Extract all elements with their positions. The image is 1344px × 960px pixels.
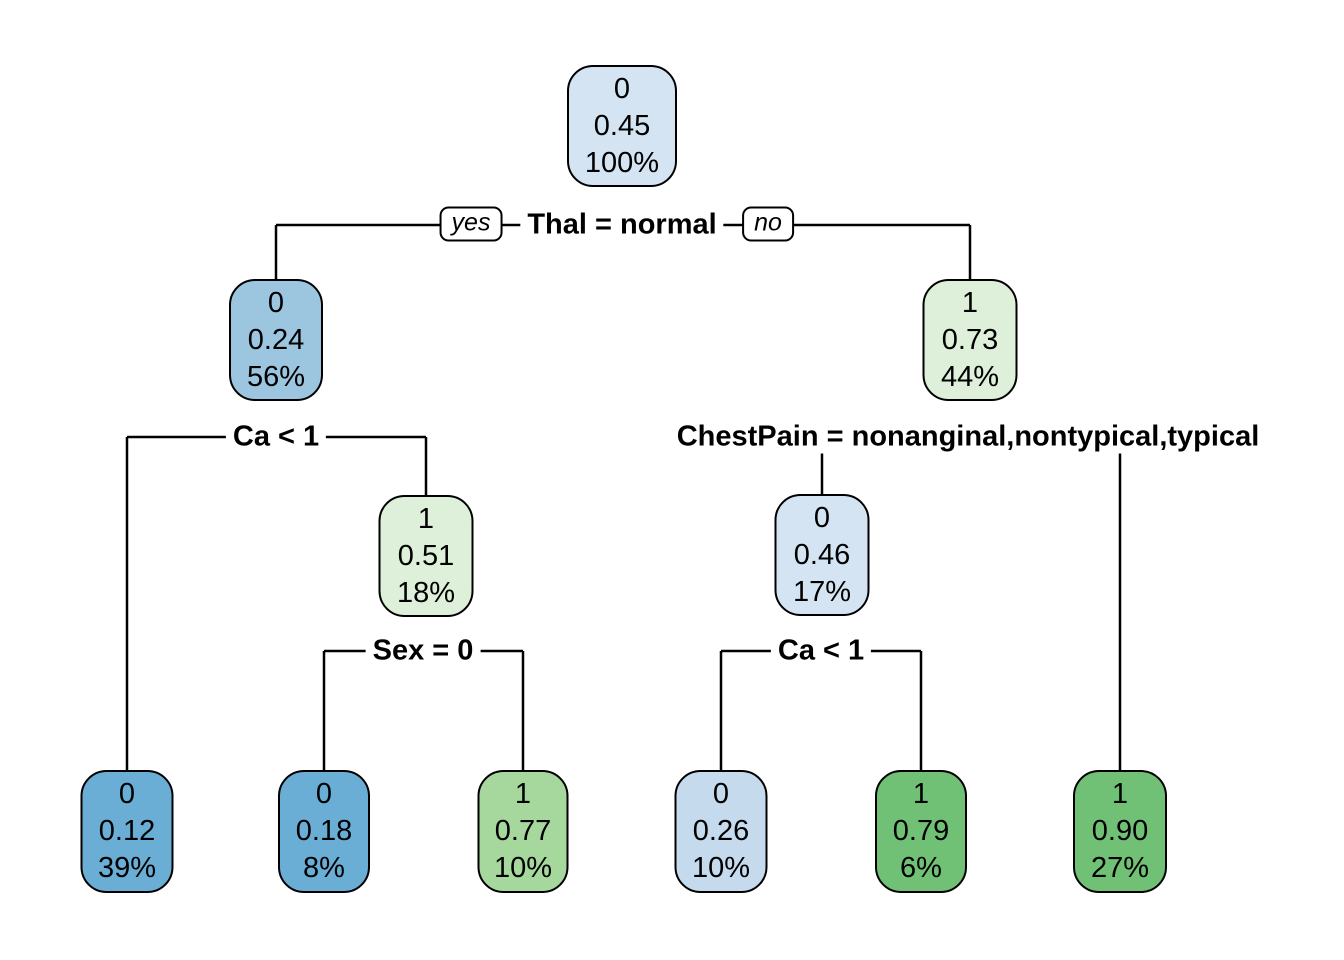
split-label-ca-left: Ca < 1 (225, 420, 327, 454)
tree-leaf-6: 1 0.90 27% (1073, 770, 1167, 893)
node-class: 1 (912, 778, 930, 810)
node-prob: 0.26 (692, 815, 750, 847)
node-class: 1 (961, 286, 979, 319)
node-pct: 39% (97, 852, 157, 884)
node-pct: 6% (900, 852, 942, 884)
tree-leaf-5: 1 0.79 6% (875, 770, 967, 893)
node-pct: 100% (584, 146, 660, 179)
node-pct: 44% (940, 360, 1000, 393)
node-class: 0 (118, 778, 136, 810)
tree-node-thal-yes: 0 0.24 56% (229, 279, 323, 401)
split-label-thal: Thal = normal (520, 208, 724, 242)
node-pct: 27% (1090, 852, 1150, 884)
node-class: 0 (267, 286, 285, 319)
split-label-ca-right: Ca < 1 (770, 634, 872, 668)
tree-node-root: 0 0.45 100% (567, 65, 677, 187)
tree-leaf-2: 0 0.18 8% (278, 770, 370, 893)
branch-tag-no: no (742, 206, 794, 242)
node-prob: 0.73 (941, 323, 999, 356)
node-prob: 0.79 (892, 815, 950, 847)
node-prob: 0.45 (593, 109, 651, 142)
tree-leaf-4: 0 0.26 10% (674, 770, 768, 893)
node-prob: 0.90 (1091, 815, 1149, 847)
node-class: 1 (417, 502, 435, 535)
tree-leaf-1: 0 0.12 39% (80, 770, 174, 893)
node-pct: 8% (303, 852, 345, 884)
node-prob: 0.46 (793, 538, 851, 571)
branch-tag-yes: yes (439, 206, 503, 242)
node-prob: 0.18 (295, 815, 353, 847)
node-class: 0 (315, 778, 333, 810)
node-class: 0 (813, 501, 831, 534)
node-class: 1 (1111, 778, 1129, 810)
node-class: 1 (514, 778, 532, 810)
tree-leaf-3: 1 0.77 10% (477, 770, 569, 893)
split-label-chestpain: ChestPain = nonanginal,nontypical,typica… (669, 420, 1267, 454)
node-class: 0 (613, 72, 631, 105)
tree-node-chestpain-yes: 0 0.46 17% (774, 494, 870, 616)
node-class: 0 (712, 778, 730, 810)
node-pct: 10% (691, 852, 751, 884)
node-prob: 0.24 (247, 323, 305, 356)
tree-node-thal-no: 1 0.73 44% (922, 279, 1018, 401)
node-prob: 0.77 (494, 815, 552, 847)
node-pct: 56% (246, 360, 306, 393)
node-prob: 0.51 (397, 539, 455, 572)
node-prob: 0.12 (98, 815, 156, 847)
node-pct: 10% (493, 852, 553, 884)
node-pct: 18% (396, 576, 456, 609)
tree-node-ca-no: 1 0.51 18% (378, 495, 474, 617)
node-pct: 17% (792, 575, 852, 608)
split-label-sex: Sex = 0 (365, 634, 481, 668)
